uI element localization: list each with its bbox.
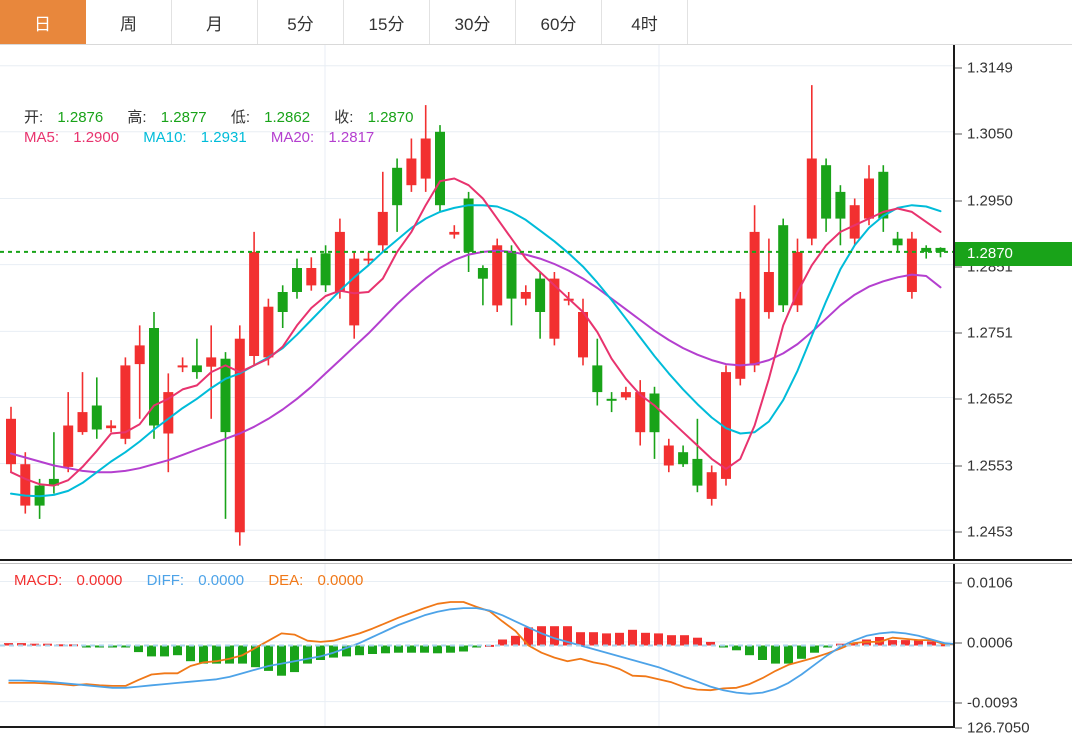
- timeframe-tab-3[interactable]: 5分: [258, 0, 344, 44]
- timeframe-tab-label: 15分: [368, 14, 405, 34]
- price-axis-label: 1.2553: [967, 457, 1013, 475]
- timeframe-tab-1[interactable]: 周: [86, 0, 172, 44]
- ma20-label: MA20:: [270, 129, 315, 146]
- timeframe-tab-label: 周: [120, 14, 137, 34]
- timeframe-tab-7[interactable]: 4时: [602, 0, 688, 44]
- timeframe-tab-0[interactable]: 日: [0, 0, 86, 44]
- timeframe-tab-label: 4时: [631, 14, 658, 34]
- macd-svg: [0, 564, 953, 726]
- moving-average-legend: MA5: 1.2900 MA10: 1.2931 MA20: 1.2817: [24, 129, 394, 146]
- price-chart-pane: 1.3149 1.3050 1.2950 1.2851 1.2751 1.2652 1.25…: [0, 45, 1072, 561]
- dea-label: DEA:: [268, 572, 304, 589]
- ohlc-legend: 开: 1.2876 高: 1.2877 低: 1.2862 收: 1.2870: [24, 106, 433, 127]
- macd-indicator-pane: 0.0106 0.0006 -0.0093 126.7050 MACD: 0.0000…: [0, 563, 1072, 737]
- timeframe-tab-5[interactable]: 30分: [430, 0, 516, 44]
- macd-axis: 0.0106 0.0006 -0.0093 126.7050: [955, 564, 1072, 737]
- macd-label: MACD:: [14, 572, 63, 589]
- tab-bar-filler: [688, 0, 1072, 44]
- macd-axis-label: 0.0106: [967, 574, 1013, 591]
- high-label: 高:: [127, 109, 147, 126]
- price-axis-tick: [955, 332, 962, 334]
- price-plot-area[interactable]: [0, 45, 955, 559]
- price-axis: 1.3149 1.3050 1.2950 1.2851 1.2751 1.2652 1.25…: [955, 45, 1072, 559]
- open-label: 开:: [24, 109, 44, 126]
- open-value: 1.2876: [57, 109, 104, 126]
- price-axis-label: 1.2453: [967, 523, 1013, 541]
- price-axis-label: 1.2950: [967, 192, 1013, 210]
- close-label: 收:: [334, 109, 354, 126]
- price-axis-tick: [955, 531, 962, 533]
- macd-axis-tick: [955, 582, 962, 583]
- diff-label: DIFF:: [146, 572, 185, 589]
- timeframe-tab-label: 月: [206, 14, 223, 34]
- price-axis-label: 1.2751: [967, 324, 1013, 342]
- macd-axis-label-clipped: 126.7050: [967, 719, 1030, 737]
- macd-axis-tick: [955, 642, 962, 644]
- timeframe-tab-6[interactable]: 60分: [516, 0, 602, 44]
- price-axis-tick: [955, 398, 962, 400]
- current-price-badge: 1.2870: [955, 241, 1072, 266]
- timeframe-tab-label: 5分: [287, 14, 314, 34]
- timeframe-tab-bar: 日 周 月 5分 15分 30分 60分 4时: [0, 0, 1072, 45]
- price-axis-tick: [955, 200, 962, 202]
- macd-axis-label: -0.0093: [967, 694, 1018, 712]
- low-value: 1.2862: [264, 109, 311, 126]
- macd-plot-area[interactable]: [0, 564, 955, 728]
- ma10-value: 1.2931: [200, 129, 247, 146]
- price-axis-tick: [955, 67, 962, 69]
- timeframe-tab-2[interactable]: 月: [172, 0, 258, 44]
- price-axis-label: 1.3149: [967, 59, 1013, 77]
- diff-value: 0.0000: [198, 572, 245, 589]
- timeframe-tab-4[interactable]: 15分: [344, 0, 430, 44]
- dea-value: 0.0000: [317, 572, 364, 589]
- price-axis-tick: [955, 266, 962, 268]
- low-label: 低:: [230, 109, 250, 126]
- timeframe-tab-label: 日: [34, 14, 51, 34]
- price-candlestick-svg: [0, 45, 953, 559]
- ma10-label: MA10:: [143, 129, 187, 146]
- macd-legend: MACD: 0.0000 DIFF: 0.0000 DEA: 0.0000: [14, 572, 383, 589]
- ma20-value: 1.2817: [328, 129, 375, 146]
- price-axis-label: 1.2652: [967, 390, 1013, 408]
- macd-value: 0.0000: [76, 572, 123, 589]
- close-value: 1.2870: [367, 109, 414, 126]
- timeframe-tab-label: 60分: [540, 14, 577, 34]
- macd-axis-label: 0.0006: [967, 634, 1013, 652]
- macd-axis-tick: [955, 702, 962, 704]
- price-axis-label: 1.3050: [967, 125, 1013, 143]
- timeframe-tab-label: 30分: [454, 14, 491, 34]
- high-value: 1.2877: [160, 109, 207, 126]
- ma5-value: 1.2900: [73, 129, 120, 146]
- price-axis-tick: [955, 133, 962, 135]
- ma5-label: MA5:: [24, 129, 60, 146]
- price-axis-tick: [955, 465, 962, 467]
